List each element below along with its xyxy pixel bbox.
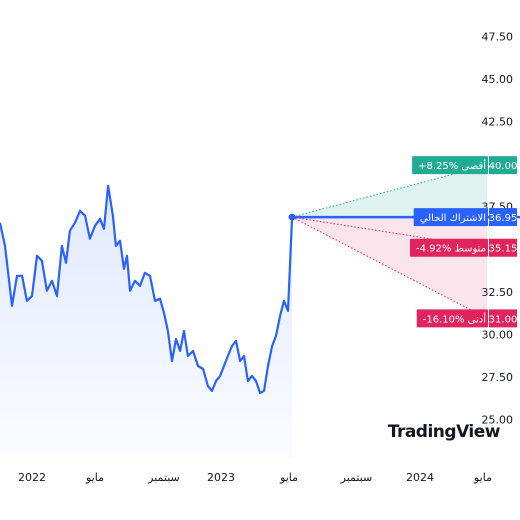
y-tick-label: 45.00 xyxy=(482,73,514,86)
y-tick-label: 30.00 xyxy=(482,328,514,341)
level-box xyxy=(416,309,488,328)
value-box xyxy=(489,309,517,328)
x-tick-label: سبتمبر xyxy=(340,471,373,484)
y-tick-label: 27.50 xyxy=(482,371,514,384)
forecast-line xyxy=(291,216,488,319)
y-tick-label: 25.00 xyxy=(482,414,514,427)
watermark: TradingView xyxy=(388,422,501,442)
x-tick-label: 2022 xyxy=(18,471,46,484)
value-label: 36.95 xyxy=(489,213,518,224)
level-label: الاشتراك الحالي xyxy=(420,213,486,224)
value-label: 31.00 xyxy=(489,314,518,325)
level-box xyxy=(413,208,488,227)
level-box xyxy=(412,156,488,175)
x-tick-label: مايو xyxy=(279,471,298,484)
level-label: +8.25% أقصى xyxy=(418,159,486,172)
level-label: -4.92% متوسط xyxy=(416,244,486,255)
x-tick-label: مايو xyxy=(85,471,104,484)
x-tick-label: مايو xyxy=(473,471,492,484)
level-box xyxy=(410,238,488,257)
area xyxy=(0,185,293,459)
y-tick-label: 32.50 xyxy=(482,286,514,299)
value-box xyxy=(489,156,517,175)
x-tick-label: سبتمبر xyxy=(147,471,180,484)
value-box xyxy=(489,208,517,227)
value-box xyxy=(489,238,517,257)
y-tick-label: 47.50 xyxy=(482,30,514,43)
x-tick-label: 2023 xyxy=(207,471,235,484)
level-label: -16.10% أدنى xyxy=(423,312,486,325)
y-tick-label: 42.50 xyxy=(482,116,514,129)
value-label: 35.15 xyxy=(489,244,518,255)
x-tick-label: 2024 xyxy=(406,471,434,484)
price-line xyxy=(0,184,294,395)
last-point xyxy=(288,213,296,221)
value-label: 40.00 xyxy=(489,161,518,172)
